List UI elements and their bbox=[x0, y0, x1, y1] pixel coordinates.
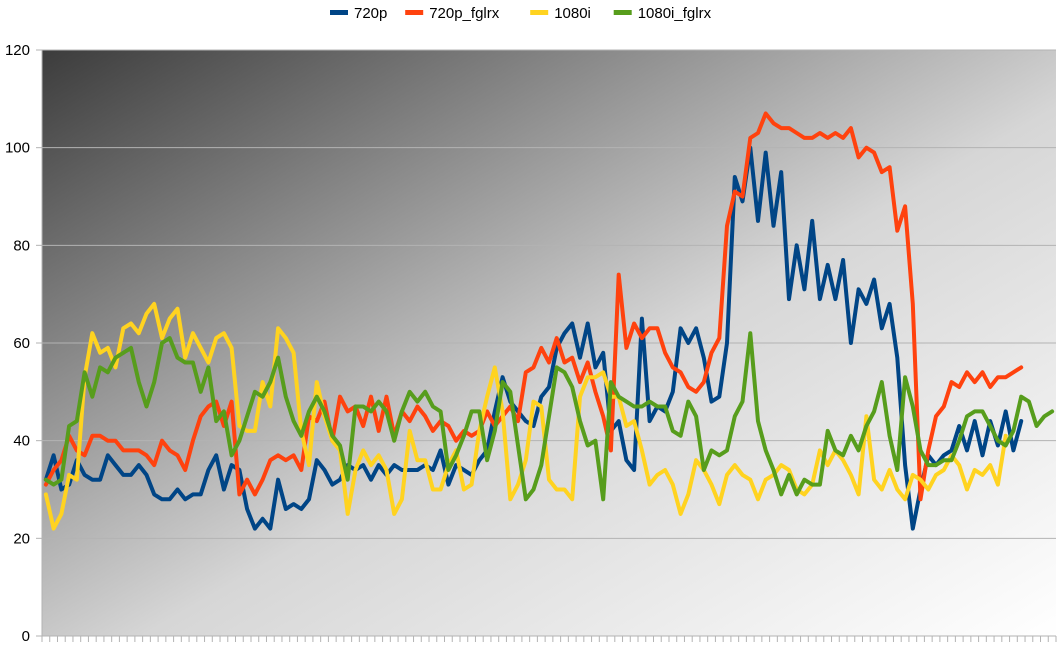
series-line-1080i_fglrx bbox=[43, 331, 1055, 502]
y-tick-label: 20 bbox=[13, 530, 30, 547]
legend-label: 720p_fglrx bbox=[429, 5, 500, 22]
series-lines bbox=[43, 111, 1055, 531]
series-line-1080i bbox=[43, 301, 1008, 531]
legend-item-720p_fglrx: 720p_fglrx bbox=[405, 5, 500, 22]
axes: 0 20 40 60 80 100 120 bbox=[5, 42, 1057, 645]
legend-swatch bbox=[405, 10, 424, 15]
legend-label: 720p bbox=[354, 5, 387, 22]
y-tick-label: 40 bbox=[13, 433, 30, 450]
legend: 720p 720p_fglrx 1080i 1080i_fglrx bbox=[330, 5, 712, 22]
legend-item-1080i_fglrx: 1080i_fglrx bbox=[613, 5, 712, 22]
legend-item-720p: 720p bbox=[330, 5, 387, 22]
legend-swatch bbox=[613, 10, 632, 15]
legend-swatch bbox=[530, 10, 549, 15]
legend-label: 1080i_fglrx bbox=[638, 5, 712, 22]
legend-swatch bbox=[330, 10, 348, 15]
y-tick-label: 120 bbox=[5, 42, 30, 59]
legend-item-1080i: 1080i bbox=[530, 5, 591, 22]
y-tick-label: 100 bbox=[5, 140, 30, 157]
series-line-720p bbox=[43, 145, 1024, 531]
y-tick-label: 80 bbox=[13, 237, 30, 254]
y-tick-label: 60 bbox=[13, 335, 30, 352]
series-line-720p_fglrx bbox=[43, 111, 1024, 502]
y-tick-label: 0 bbox=[22, 628, 30, 645]
legend-label: 1080i bbox=[554, 5, 591, 22]
